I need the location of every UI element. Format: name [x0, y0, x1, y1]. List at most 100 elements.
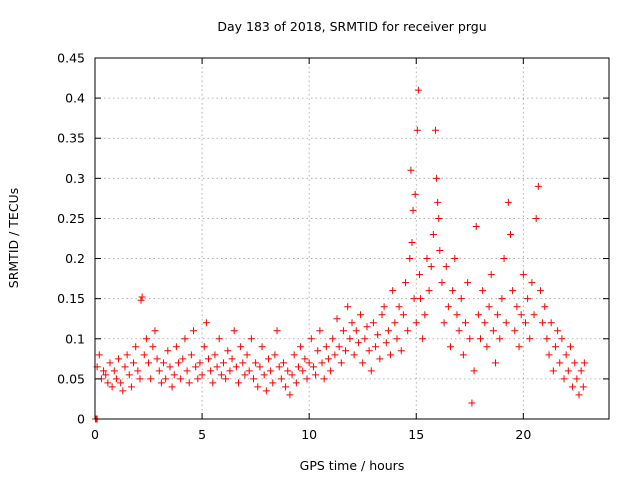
data-point — [153, 355, 161, 363]
data-point — [359, 359, 367, 367]
data-point — [357, 311, 365, 319]
data-point — [399, 311, 407, 319]
y-tick-label: 0.25 — [57, 211, 85, 226]
data-point — [314, 347, 322, 355]
data-point — [462, 319, 470, 327]
data-point — [532, 214, 540, 222]
data-point — [264, 355, 272, 363]
data-point — [406, 255, 414, 263]
data-point — [483, 343, 491, 351]
data-point — [130, 359, 138, 367]
data-point — [487, 271, 495, 279]
data-point — [112, 375, 120, 383]
data-point — [290, 351, 298, 359]
data-point — [376, 355, 384, 363]
data-point — [258, 343, 266, 351]
data-point — [260, 371, 268, 379]
x-axis-label: GPS time / hours — [300, 458, 405, 473]
data-point — [232, 363, 240, 371]
data-point — [303, 375, 311, 383]
data-point — [262, 387, 270, 395]
data-point — [202, 319, 210, 327]
data-point — [564, 367, 572, 375]
data-point — [327, 367, 335, 375]
data-point — [160, 359, 168, 367]
data-point — [220, 359, 227, 367]
data-point — [562, 351, 570, 359]
data-point — [547, 319, 555, 327]
data-point — [247, 335, 255, 343]
data-point — [500, 255, 508, 263]
data-point — [509, 287, 517, 295]
data-point — [337, 359, 345, 367]
data-point — [348, 319, 356, 327]
y-tick-label: 0.15 — [57, 291, 85, 306]
y-tick-label: 0.3 — [65, 171, 85, 186]
data-point — [282, 383, 290, 391]
data-point — [190, 327, 198, 335]
data-point — [434, 198, 442, 206]
data-point — [481, 319, 489, 327]
data-point — [372, 343, 380, 351]
data-point — [414, 86, 422, 94]
data-point — [222, 375, 230, 383]
data-point — [442, 263, 450, 271]
data-point — [187, 351, 195, 359]
data-point — [175, 359, 183, 367]
data-point — [513, 303, 521, 311]
data-point — [415, 271, 423, 279]
data-point — [511, 327, 519, 335]
data-point — [438, 279, 446, 287]
data-point — [170, 371, 178, 379]
y-tick-label: 0.35 — [57, 131, 85, 146]
data-point — [106, 359, 114, 367]
data-point — [407, 166, 415, 174]
data-point — [322, 343, 330, 351]
data-point — [346, 335, 354, 343]
data-point — [275, 363, 283, 371]
data-point — [342, 347, 350, 355]
data-point — [432, 126, 440, 134]
data-point — [149, 343, 157, 351]
data-point — [534, 182, 542, 190]
data-point — [168, 383, 176, 391]
data-point — [350, 351, 358, 359]
data-point — [464, 279, 472, 287]
data-point — [411, 190, 419, 198]
data-point — [378, 311, 386, 319]
data-point — [549, 367, 557, 375]
data-point — [472, 222, 480, 230]
data-point — [502, 319, 510, 327]
plot-border — [94, 57, 610, 420]
data-point — [123, 351, 131, 359]
data-point — [479, 287, 487, 295]
data-point — [556, 359, 564, 367]
data-point — [288, 371, 296, 379]
data-point — [558, 335, 566, 343]
data-point — [181, 335, 189, 343]
data-point — [577, 367, 585, 375]
data-point — [384, 327, 392, 335]
data-point — [470, 367, 478, 375]
data-point — [409, 206, 417, 214]
data-point — [374, 331, 382, 339]
data-point — [207, 367, 215, 375]
data-point — [127, 383, 135, 391]
data-point — [485, 303, 493, 311]
data-point — [554, 327, 562, 335]
data-point — [333, 315, 341, 323]
data-point — [573, 375, 581, 383]
data-point — [237, 343, 245, 351]
data-point — [524, 295, 532, 303]
data-point — [192, 363, 200, 371]
data-point — [380, 303, 388, 311]
chart-title: Day 183 of 2018, SRMTID for receiver prg… — [217, 19, 486, 34]
data-point — [277, 375, 285, 383]
data-point — [412, 319, 420, 327]
x-tick-label: 20 — [515, 427, 531, 442]
data-point — [551, 343, 559, 351]
data-point — [110, 367, 118, 375]
data-point — [329, 335, 337, 343]
data-point — [209, 379, 217, 387]
